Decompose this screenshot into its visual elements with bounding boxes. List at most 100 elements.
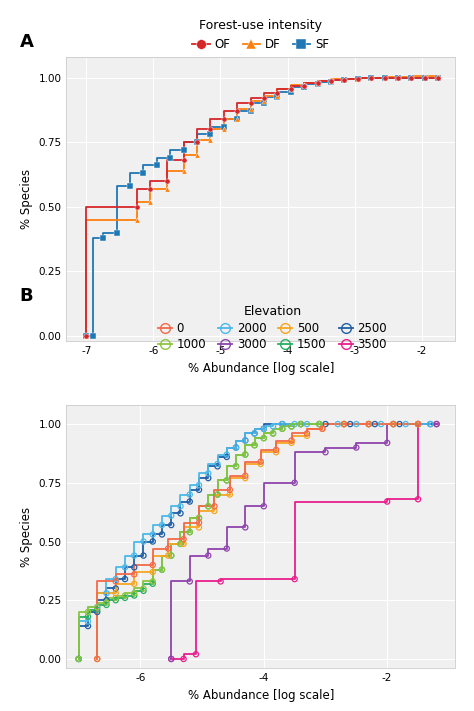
Point <box>291 477 299 488</box>
Point <box>177 508 184 519</box>
Point <box>287 83 295 95</box>
Point <box>341 75 348 86</box>
Point <box>390 418 397 429</box>
Point <box>408 72 415 83</box>
Point <box>414 418 422 429</box>
Point <box>241 449 249 460</box>
Point <box>149 576 156 587</box>
Point <box>140 550 147 561</box>
Point <box>291 573 299 584</box>
Point <box>341 74 348 85</box>
Point <box>223 475 230 486</box>
Point <box>269 428 277 439</box>
Legend: 0, 1000, 2000, 3000, 500, 1500, 2500, 3500: 0, 1000, 2000, 3000, 500, 1500, 2500, 35… <box>153 301 392 356</box>
Point <box>130 562 138 573</box>
Point <box>279 418 286 429</box>
Point <box>84 616 92 627</box>
Point <box>186 496 193 507</box>
Point <box>365 418 373 429</box>
Point <box>193 137 201 148</box>
Point <box>149 529 156 540</box>
Point <box>100 232 107 244</box>
Point <box>260 423 268 434</box>
Point <box>177 501 184 512</box>
Point <box>383 437 391 449</box>
Point <box>195 522 203 533</box>
Point <box>260 92 268 104</box>
Point <box>408 71 415 82</box>
Legend: OF, DF, SF: OF, DF, SF <box>188 14 334 55</box>
Point <box>133 201 140 213</box>
Point <box>291 418 299 429</box>
Point <box>180 653 187 665</box>
Point <box>223 475 230 486</box>
Point <box>371 418 379 429</box>
Point <box>140 583 147 594</box>
Point <box>288 421 295 432</box>
Point <box>353 418 360 429</box>
Point <box>279 418 286 429</box>
Point <box>204 501 212 512</box>
Point <box>186 526 193 538</box>
Point <box>341 74 348 85</box>
Point <box>334 418 342 429</box>
Point <box>163 176 171 187</box>
Point <box>340 418 348 429</box>
Point <box>241 435 249 447</box>
Point <box>204 468 212 479</box>
Point <box>121 590 129 602</box>
Point <box>287 83 295 95</box>
Point <box>103 594 110 606</box>
Point <box>273 444 280 456</box>
Point <box>402 418 410 429</box>
Point <box>234 113 241 124</box>
Point <box>273 90 281 102</box>
Point <box>180 533 187 545</box>
Point <box>251 428 258 439</box>
Point <box>247 103 255 114</box>
Point <box>297 418 305 429</box>
Point <box>195 484 203 496</box>
Point <box>84 621 92 632</box>
Point <box>207 129 214 140</box>
Point <box>314 78 321 90</box>
Point <box>214 489 221 501</box>
Point <box>394 72 402 83</box>
Point <box>260 95 268 107</box>
Point <box>269 428 277 439</box>
Point <box>93 602 101 613</box>
Point <box>84 611 92 622</box>
Point <box>82 331 90 342</box>
X-axis label: % Abundance [log scale]: % Abundance [log scale] <box>188 362 334 375</box>
Point <box>167 519 175 530</box>
Point <box>214 461 221 472</box>
Point <box>193 137 201 148</box>
Point <box>365 418 373 429</box>
Point <box>433 418 440 429</box>
Point <box>164 550 172 561</box>
Point <box>414 493 422 505</box>
Point <box>232 442 240 453</box>
Point <box>260 432 268 444</box>
Point <box>133 214 140 225</box>
Point <box>316 418 323 429</box>
Point <box>427 418 434 429</box>
Point <box>167 550 175 561</box>
Point <box>146 183 154 194</box>
Point <box>158 564 166 575</box>
Point <box>113 227 120 238</box>
Y-axis label: % Species: % Species <box>20 507 33 567</box>
Point <box>414 418 422 429</box>
Y-axis label: % Species: % Species <box>20 169 33 229</box>
Point <box>180 165 187 176</box>
Point <box>390 418 397 429</box>
Point <box>204 501 212 512</box>
Point <box>149 567 156 578</box>
Point <box>112 587 119 599</box>
Point <box>383 496 391 507</box>
Point <box>167 653 175 665</box>
Point <box>180 154 187 166</box>
Point <box>226 484 234 496</box>
Point <box>82 331 90 342</box>
Point <box>319 423 326 434</box>
